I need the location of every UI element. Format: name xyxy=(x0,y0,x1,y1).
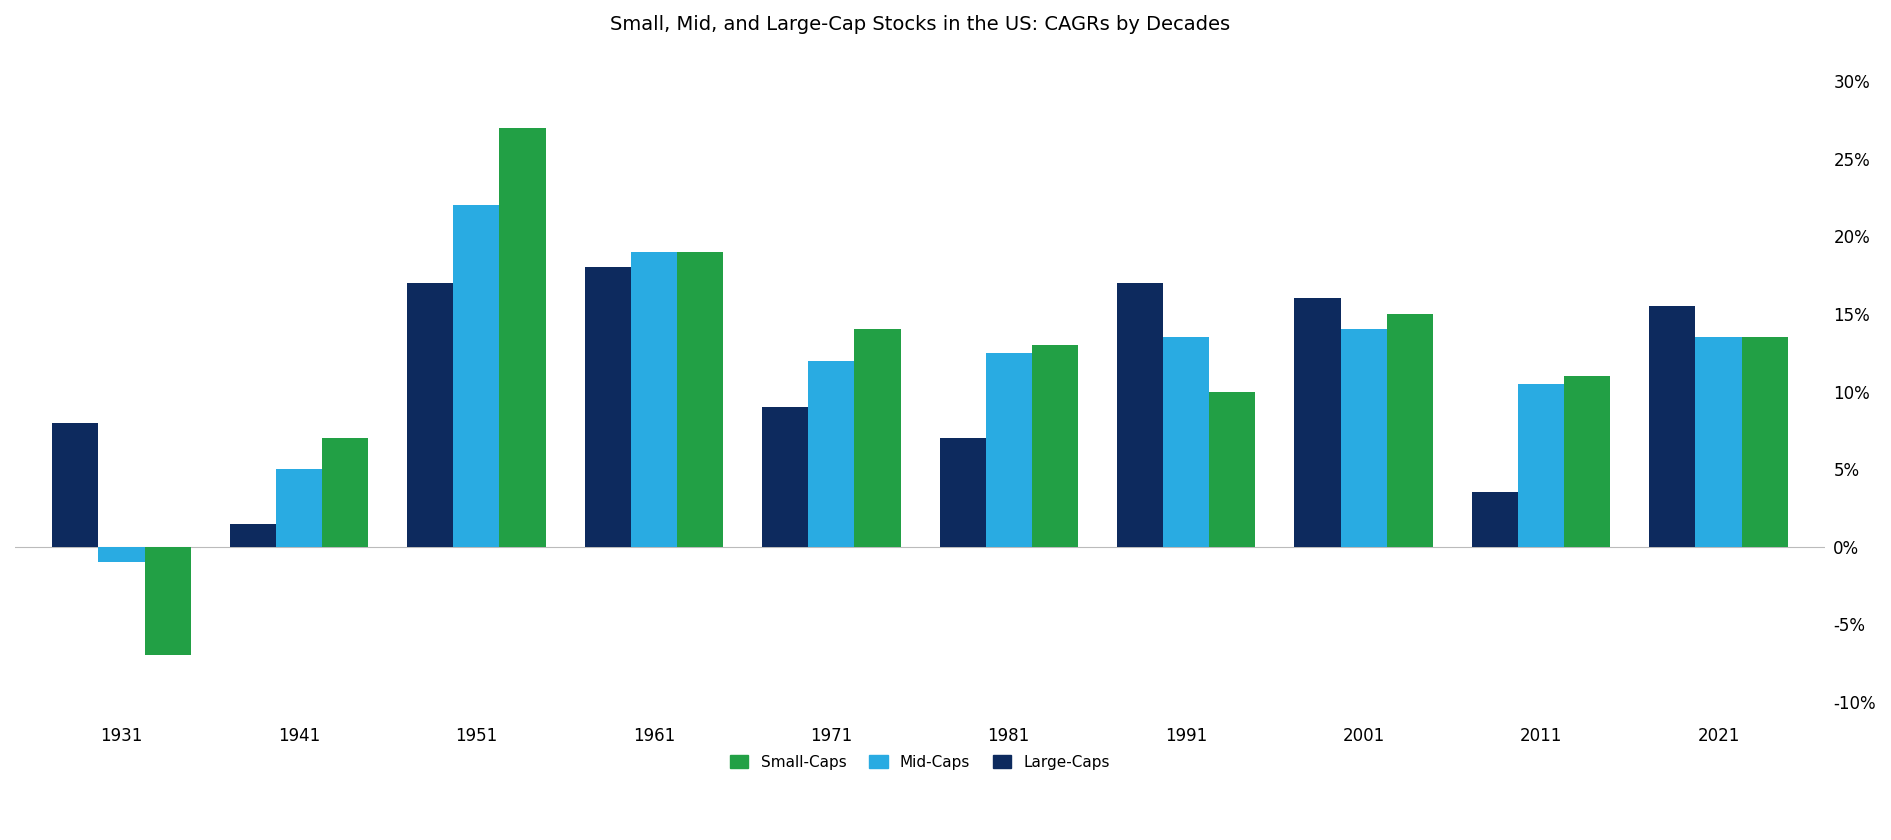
Bar xyxy=(807,360,855,547)
Bar xyxy=(1564,376,1611,547)
Bar xyxy=(98,547,144,562)
Bar xyxy=(144,547,191,655)
Bar xyxy=(1341,329,1386,547)
Bar xyxy=(454,205,499,547)
Bar xyxy=(407,283,454,547)
Bar xyxy=(985,353,1032,547)
Bar xyxy=(762,407,807,547)
Bar xyxy=(677,252,722,547)
Bar xyxy=(1032,345,1078,547)
Bar xyxy=(321,438,369,547)
Bar xyxy=(1163,337,1208,547)
Bar xyxy=(1649,306,1696,547)
Bar xyxy=(499,128,546,547)
Bar xyxy=(584,267,632,547)
Bar xyxy=(632,252,677,547)
Bar xyxy=(1208,391,1256,547)
Bar xyxy=(1518,384,1564,547)
Bar xyxy=(1742,337,1787,547)
Bar xyxy=(940,438,985,547)
Bar xyxy=(1696,337,1742,547)
Bar xyxy=(229,523,276,547)
Title: Small, Mid, and Large-Cap Stocks in the US: CAGRs by Decades: Small, Mid, and Large-Cap Stocks in the … xyxy=(611,15,1229,34)
Bar xyxy=(276,470,321,547)
Legend: Small-Caps, Mid-Caps, Large-Caps: Small-Caps, Mid-Caps, Large-Caps xyxy=(724,748,1116,776)
Bar xyxy=(1386,314,1433,547)
Bar xyxy=(1118,283,1163,547)
Bar xyxy=(1295,298,1341,547)
Bar xyxy=(1471,492,1518,547)
Bar xyxy=(855,329,900,547)
Bar xyxy=(53,423,98,547)
